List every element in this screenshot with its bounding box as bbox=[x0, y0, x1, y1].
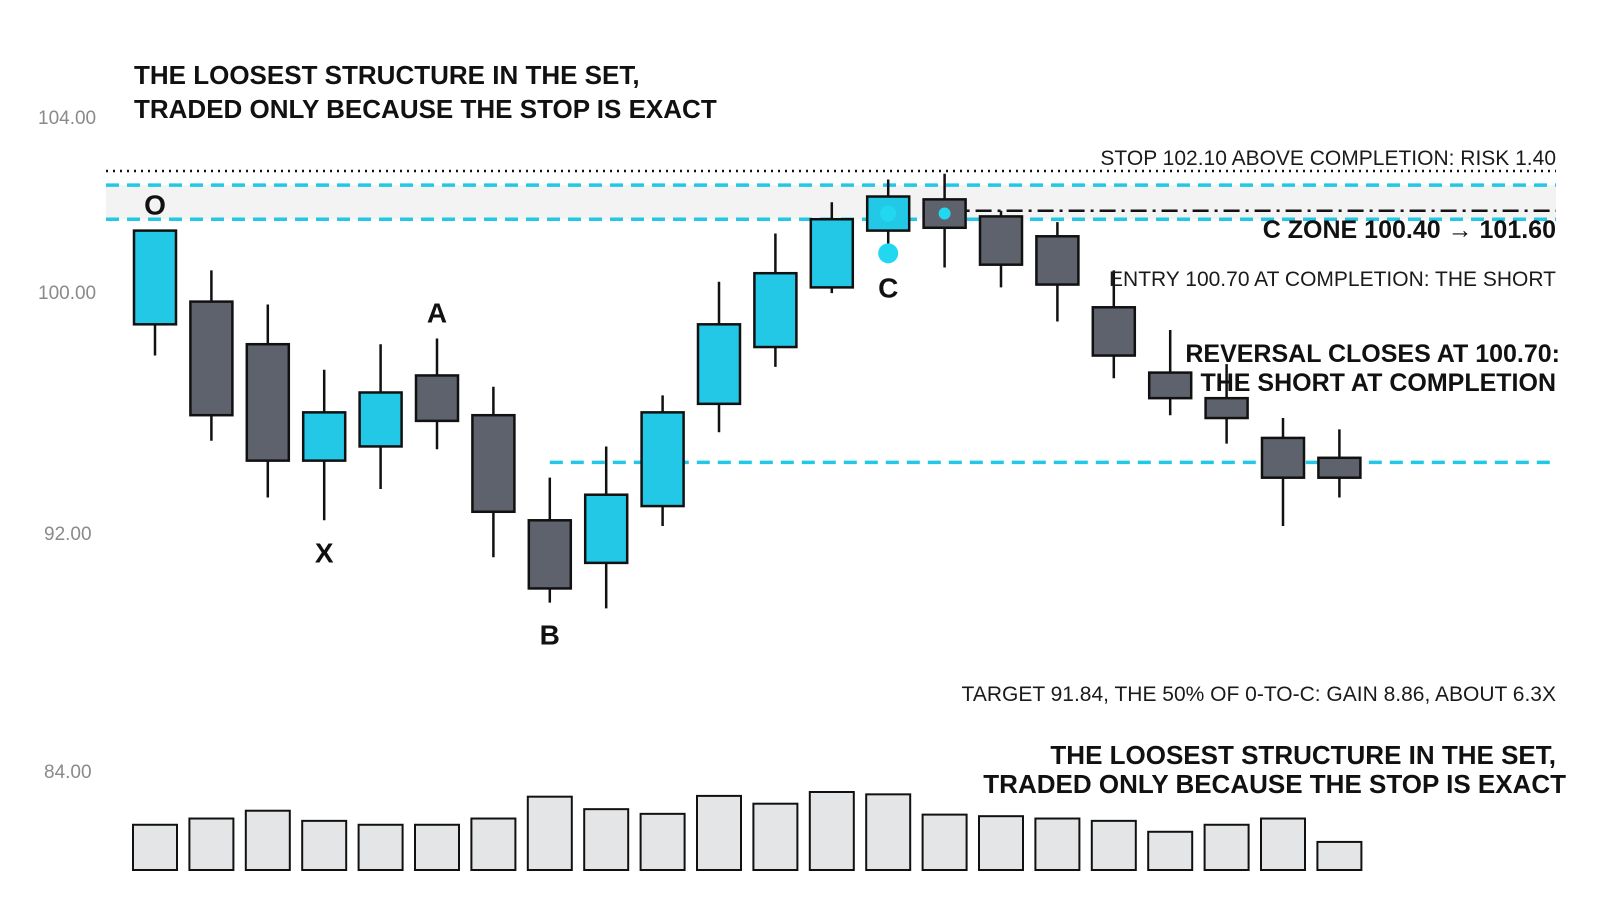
candle bbox=[1035, 222, 1080, 322]
candle bbox=[753, 233, 798, 367]
bottom-note-line-1: THE LOOSEST STRUCTURE IN THE SET, bbox=[1050, 740, 1556, 770]
c-marker-dot bbox=[878, 243, 899, 264]
volume-bar bbox=[1260, 817, 1306, 872]
candle bbox=[1204, 364, 1249, 444]
candle-body bbox=[189, 300, 234, 417]
y-tick-label: 104.00 bbox=[38, 108, 96, 129]
entry-level-label: ENTRY 100.70 AT COMPLETION: THE SHORT bbox=[1109, 268, 1556, 291]
volume-bar bbox=[1034, 817, 1081, 872]
candle-body bbox=[301, 411, 347, 462]
candle-body bbox=[809, 217, 855, 289]
candle bbox=[471, 386, 516, 558]
volume-bar bbox=[357, 823, 404, 872]
candle bbox=[1317, 429, 1362, 498]
candle-body bbox=[132, 229, 178, 326]
candle bbox=[189, 270, 234, 441]
volume-bar bbox=[583, 808, 630, 871]
candle-body bbox=[1147, 371, 1193, 400]
volume-bar bbox=[865, 793, 912, 872]
candle bbox=[301, 369, 347, 521]
reversal-annotation-line-2: THE SHORT AT COMPLETION bbox=[1200, 369, 1556, 397]
candle-body bbox=[1204, 396, 1249, 420]
candle bbox=[414, 338, 460, 450]
candle bbox=[132, 229, 178, 356]
volume-bar bbox=[808, 791, 855, 871]
text-layer: THE LOOSEST STRUCTURE IN THE SET, TRADED… bbox=[38, 60, 1566, 799]
candle-body bbox=[245, 342, 291, 462]
point-label-b: B bbox=[540, 620, 560, 651]
point-label-x: X bbox=[315, 537, 334, 568]
entry-dot bbox=[938, 207, 951, 220]
candle-body bbox=[583, 493, 629, 565]
point-label-c: C bbox=[878, 272, 898, 303]
candle bbox=[1260, 418, 1306, 526]
volume-bar bbox=[188, 817, 235, 872]
volume-bar bbox=[526, 795, 573, 871]
candle bbox=[696, 281, 742, 433]
candle-body bbox=[358, 391, 403, 448]
candle-body bbox=[1035, 235, 1080, 286]
zone-label: C ZONE 100.40 → 101.60 bbox=[1263, 216, 1556, 244]
stop-level-label: STOP 102.10 ABOVE COMPLETION: RISK 1.40 bbox=[1100, 147, 1556, 170]
volume-bar bbox=[1316, 840, 1363, 871]
y-tick-label: 84.00 bbox=[44, 762, 92, 783]
candle bbox=[245, 304, 291, 498]
candle bbox=[358, 344, 403, 490]
title-line-2: TRADED ONLY BECAUSE THE STOP IS EXACT bbox=[134, 94, 717, 124]
candle-body bbox=[696, 323, 742, 406]
volume-bar bbox=[244, 809, 291, 871]
point-label-o: O bbox=[144, 190, 166, 221]
candle bbox=[978, 210, 1024, 288]
candle-body bbox=[753, 271, 798, 349]
candle-body bbox=[527, 519, 573, 590]
y-tick-label: 100.00 bbox=[38, 283, 96, 304]
candle bbox=[809, 202, 855, 294]
volume-bar bbox=[470, 817, 517, 872]
reversal-annotation-line-1: REVERSAL CLOSES AT 100.70: bbox=[1185, 340, 1560, 368]
volume-bar bbox=[752, 802, 799, 872]
volume-bar bbox=[1203, 823, 1250, 872]
candle-body bbox=[640, 411, 685, 508]
candles-layer bbox=[132, 173, 1362, 609]
y-tick-label: 92.00 bbox=[44, 524, 92, 545]
point-label-a: A bbox=[427, 298, 447, 329]
bottom-note-line-2: TRADED ONLY BECAUSE THE STOP IS EXACT bbox=[983, 769, 1566, 799]
candle-body bbox=[471, 413, 516, 514]
volume-bar bbox=[639, 812, 686, 872]
candle-body bbox=[978, 215, 1024, 266]
volume-bar bbox=[414, 823, 460, 872]
volume-bar bbox=[921, 813, 968, 871]
candle-body bbox=[1091, 306, 1137, 357]
target-level-label: TARGET 91.84, THE 50% OF 0-TO-C: GAIN 8.… bbox=[962, 683, 1556, 706]
volume-bar bbox=[1147, 830, 1194, 872]
volume-bar bbox=[978, 815, 1024, 871]
volume-layer bbox=[132, 791, 1363, 872]
candle bbox=[865, 179, 911, 254]
candle bbox=[527, 477, 573, 603]
volume-bar bbox=[1090, 819, 1137, 871]
candle-body bbox=[414, 374, 460, 423]
candle-body bbox=[865, 195, 911, 232]
candle-body bbox=[1317, 456, 1362, 479]
title-line-1: THE LOOSEST STRUCTURE IN THE SET, bbox=[134, 60, 640, 90]
candle bbox=[1091, 270, 1137, 379]
candle bbox=[1147, 330, 1193, 416]
candle-body bbox=[1260, 436, 1306, 479]
c-completion-dot bbox=[880, 205, 897, 222]
candle bbox=[640, 395, 685, 526]
volume-bar bbox=[132, 823, 178, 872]
volume-bar bbox=[301, 819, 348, 871]
candle bbox=[583, 446, 629, 609]
volume-bar bbox=[696, 794, 742, 872]
